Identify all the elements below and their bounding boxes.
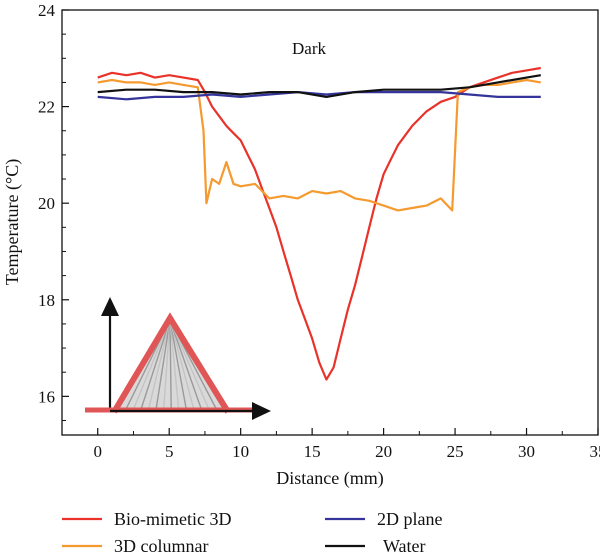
cone-stripe bbox=[169, 319, 203, 411]
cone-stripe bbox=[155, 319, 171, 411]
y-tick-label: 20 bbox=[38, 194, 55, 213]
legend-label: Bio-mimetic 3D bbox=[114, 509, 231, 529]
series-line-bio-mimetic-3d bbox=[97, 66, 541, 381]
cone-stripe bbox=[169, 319, 180, 411]
y-tick-label: 22 bbox=[38, 98, 55, 117]
x-axis-label: Distance (mm) bbox=[276, 468, 383, 489]
legend-label: Water bbox=[383, 536, 426, 556]
cone-stripe bbox=[169, 319, 188, 411]
cone-stripe bbox=[169, 319, 172, 411]
plot-area bbox=[97, 66, 541, 381]
x-tick-label: 5 bbox=[165, 442, 174, 461]
x-tick-label: 25 bbox=[447, 442, 464, 461]
x-tick-label: 10 bbox=[232, 442, 249, 461]
x-tick-label: 20 bbox=[375, 442, 392, 461]
cone-structure-icon bbox=[111, 312, 231, 414]
arrow-axes-icon bbox=[85, 297, 271, 420]
legend-label: 2D plane bbox=[377, 509, 442, 529]
annotation-dark: Dark bbox=[292, 39, 326, 58]
series-line-3d-columnar bbox=[97, 78, 541, 212]
cone-stripe bbox=[147, 319, 171, 411]
series-line-2d-plane bbox=[97, 90, 541, 101]
plot-frame bbox=[61, 9, 599, 436]
x-tick-label: 15 bbox=[304, 442, 321, 461]
legend: Bio-mimetic 3D 3D columnar 2D plane Water bbox=[62, 509, 442, 556]
series-line-water bbox=[97, 74, 541, 99]
cone-stripe bbox=[140, 319, 171, 411]
y-tick-label: 24 bbox=[38, 1, 56, 20]
cone-stripe bbox=[169, 319, 210, 411]
axes: 0 5 10 15 20 25 30 35 16 18 20 22 24 bbox=[38, 1, 600, 461]
cone-stripe bbox=[162, 319, 171, 411]
cone-structure-inset bbox=[85, 297, 271, 420]
x-tick-label: 0 bbox=[93, 442, 102, 461]
legend-label: 3D columnar bbox=[114, 536, 208, 556]
cone-stripe bbox=[169, 319, 195, 411]
x-tick-label: 30 bbox=[518, 442, 535, 461]
y-tick-label: 18 bbox=[38, 291, 55, 310]
y-tick-label: 16 bbox=[38, 387, 55, 406]
cone-stripe bbox=[132, 319, 171, 411]
y-axis-label: Temperature (°C) bbox=[2, 159, 23, 285]
x-tick-label: 35 bbox=[590, 442, 600, 461]
